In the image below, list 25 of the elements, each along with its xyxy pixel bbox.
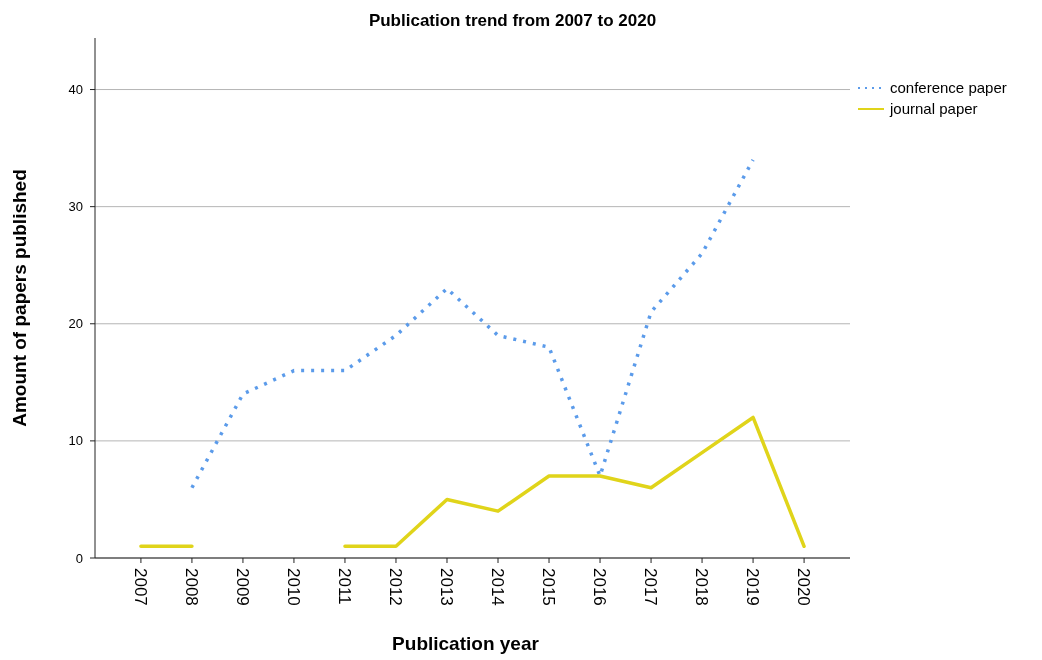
x-tick-label: 2010: [284, 568, 303, 606]
y-tick-label: 20: [68, 316, 83, 332]
y-tick-label: 40: [68, 82, 83, 98]
x-tick-label: 2018: [692, 568, 712, 606]
line-series: [190, 158, 755, 490]
x-tick-label: 2016: [590, 568, 610, 606]
y-axis-title: Amount of papers published: [9, 169, 30, 427]
y-tick-label: 10: [68, 433, 83, 449]
x-tick-label: 2015: [539, 568, 559, 606]
chart-title: Publication trend from 2007 to 2020: [368, 11, 657, 30]
legend-label: conference paper: [890, 79, 1007, 97]
x-tick-label: 2020: [794, 568, 814, 606]
x-tick-label: 2008: [181, 568, 201, 606]
x-tick-label: 2012: [386, 568, 406, 606]
x-tick-label: 2013: [437, 568, 457, 606]
x-axis-title: Publication year: [392, 633, 540, 654]
x-tick-label: 2017: [641, 568, 661, 606]
x-tick-label: 2007: [130, 568, 150, 606]
y-tick-label: 0: [75, 550, 83, 566]
legend-label: journal paper: [889, 100, 978, 118]
x-tick-label: 2009: [232, 568, 252, 606]
x-tick-label: 2014: [488, 568, 508, 606]
y-tick-label: 30: [68, 199, 83, 215]
x-tick-label: 2019: [743, 568, 763, 606]
x-tick-label: 2011: [335, 568, 355, 605]
